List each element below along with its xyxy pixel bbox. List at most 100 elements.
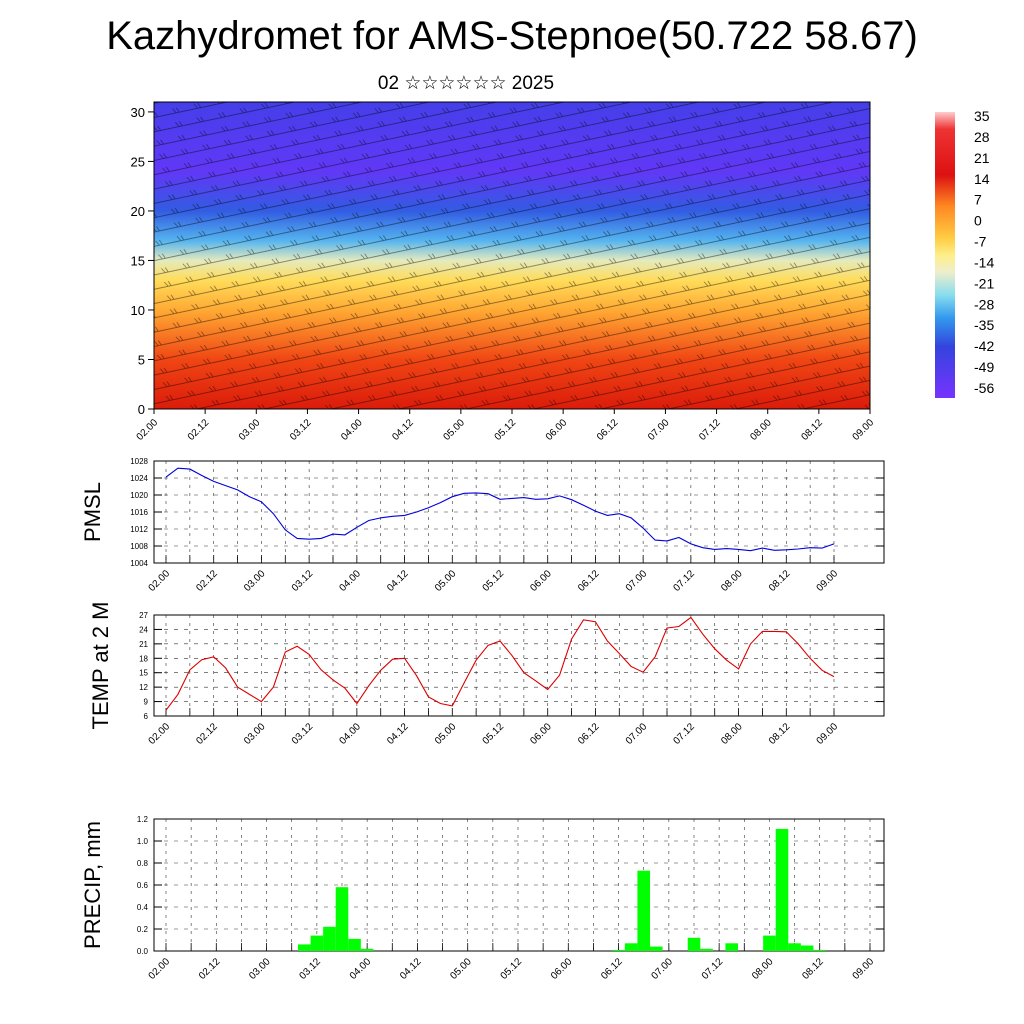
- x-tick-label: 08.00: [748, 417, 774, 443]
- y-tick-label: 0.2: [137, 925, 149, 934]
- chart-subtitle: 02 ☆☆☆☆☆☆ 2025: [377, 73, 555, 94]
- x-tick-label: 04.00: [338, 721, 364, 747]
- x-tick-label: 06.12: [599, 956, 625, 982]
- x-tick-label: 04.12: [385, 568, 411, 594]
- x-tick-label: 05.12: [493, 417, 519, 443]
- y-tick-label: 0.4: [137, 903, 149, 912]
- x-tick-label: 02.00: [147, 568, 173, 594]
- x-tick-label: 07.00: [624, 568, 650, 594]
- precip-bar: [725, 943, 738, 951]
- x-tick-label: 04.00: [338, 568, 364, 594]
- x-tick-label: 06.00: [528, 721, 554, 747]
- y-tick-label: 18: [139, 654, 148, 663]
- y-tick-label: 1.2: [137, 815, 149, 824]
- x-tick-label: 03.00: [242, 721, 268, 747]
- colorbar-label: 7: [974, 192, 982, 208]
- y-axis-label: TEMP at 2 M: [88, 602, 113, 730]
- y-tick-label: 24: [139, 625, 148, 634]
- precip-bar: [348, 938, 361, 951]
- x-tick-label: 09.00: [815, 721, 841, 747]
- x-tick-label: 06.00: [544, 417, 570, 443]
- x-tick-label: 07.12: [672, 568, 698, 594]
- y-tick-label: 1016: [130, 508, 148, 517]
- y-tick-label: 0: [138, 402, 145, 417]
- x-tick-label: 07.00: [624, 721, 650, 747]
- wind-barbs: [154, 102, 870, 409]
- x-tick-label: 03.00: [247, 956, 273, 982]
- y-tick-label: 20: [131, 204, 145, 219]
- x-tick-label: 03.00: [237, 417, 263, 443]
- panel-0: 1004 1008 1012 1016 1020 1024 1028 PMSL 02.00 02.…: [80, 457, 885, 594]
- colorbar-label: -35: [974, 317, 994, 333]
- y-tick-label: 1028: [130, 457, 148, 466]
- x-tick-label: 02.00: [147, 721, 173, 747]
- x-tick-label: 04.00: [339, 417, 365, 443]
- y-tick-label: 25: [131, 154, 145, 169]
- panel-1: 6 9 12 15 18 21 24 27 TEMP at 2 M 02.00 02.12 03.00…: [88, 602, 885, 747]
- y-tick-label: 30: [131, 105, 145, 120]
- x-tick-label: 04.12: [390, 417, 416, 443]
- x-tick-label: 03.00: [242, 568, 268, 594]
- y-tick-label: 1008: [130, 542, 148, 551]
- panel-2: 0.0 0.2 0.4 0.6 0.8 1.0 1.2 PRECIP, mm 02.00 02.1…: [80, 815, 885, 982]
- x-tick-label: 08.12: [800, 956, 826, 982]
- colorbar-label: -49: [974, 359, 994, 375]
- x-tick-label: 03.12: [290, 568, 316, 594]
- colorbar-fill: [935, 112, 955, 398]
- y-tick-label: 10: [131, 303, 145, 318]
- x-tick-label: 04.12: [398, 956, 424, 982]
- x-tick-label: 02.00: [135, 417, 161, 443]
- x-tick-label: 02.12: [186, 417, 212, 443]
- y-axis-label: PMSL: [80, 482, 105, 542]
- y-tick-label: 0.6: [137, 881, 149, 890]
- x-tick-label: 04.00: [348, 956, 374, 982]
- y-axis-label: PRECIP, mm: [80, 821, 105, 949]
- x-tick-label: 09.00: [851, 956, 877, 982]
- precip-bar: [700, 948, 713, 951]
- x-tick-label: 09.00: [815, 568, 841, 594]
- x-tick-label: 05.00: [433, 721, 459, 747]
- x-tick-label: 05.12: [481, 568, 507, 594]
- x-tick-label: 03.12: [288, 417, 314, 443]
- colorbar-label: -14: [974, 254, 994, 270]
- x-tick-label: 02.12: [197, 956, 223, 982]
- x-tick-label: 07.00: [650, 956, 676, 982]
- x-tick-label: 02.12: [194, 721, 220, 747]
- y-tick-label: 27: [139, 611, 148, 620]
- y-tick-label: 15: [131, 253, 145, 268]
- colorbar-label: 14: [974, 171, 990, 187]
- colorbar-label: -28: [974, 296, 994, 312]
- x-tick-label: 09.00: [851, 417, 877, 443]
- precip-bar: [298, 944, 311, 951]
- temperature-cross-section: 0 5 10 15 20 25 30 02.00 02.12 03.00 03.12 04.00 04.…: [131, 101, 877, 443]
- colorbar-label: 0: [974, 213, 982, 229]
- precip-bar: [775, 828, 789, 951]
- x-tick-label: 07.12: [700, 956, 726, 982]
- precip-bar: [788, 943, 801, 951]
- colorbar-label: 35: [974, 108, 990, 124]
- y-tick-label: 12: [139, 683, 148, 692]
- y-tick-label: 1024: [130, 474, 148, 483]
- x-tick-label: 06.00: [549, 956, 575, 982]
- x-tick-label: 05.00: [448, 956, 474, 982]
- y-tick-label: 1004: [130, 559, 148, 568]
- x-tick-label: 08.12: [800, 417, 826, 443]
- precip-bar: [637, 870, 650, 951]
- precip-bar: [323, 926, 336, 951]
- y-tick-label: 0.8: [137, 859, 149, 868]
- x-tick-label: 08.12: [767, 568, 793, 594]
- series-line: [165, 467, 835, 552]
- x-tick-label: 05.00: [433, 568, 459, 594]
- y-tick-label: 21: [139, 640, 148, 649]
- x-tick-label: 06.12: [576, 721, 602, 747]
- precip-bar: [612, 949, 625, 951]
- x-tick-label: 06.00: [528, 568, 554, 594]
- colorbar-label: -42: [974, 338, 994, 354]
- x-tick-label: 04.12: [385, 721, 411, 747]
- colorbar: 35 28 21 14 7 0 -7 -14 -21 -28 -35 -42 -49 -56: [935, 108, 994, 398]
- precip-bar: [335, 887, 349, 951]
- precip-bar: [813, 949, 826, 951]
- y-tick-label: 5: [138, 352, 145, 367]
- series-line: [165, 616, 835, 711]
